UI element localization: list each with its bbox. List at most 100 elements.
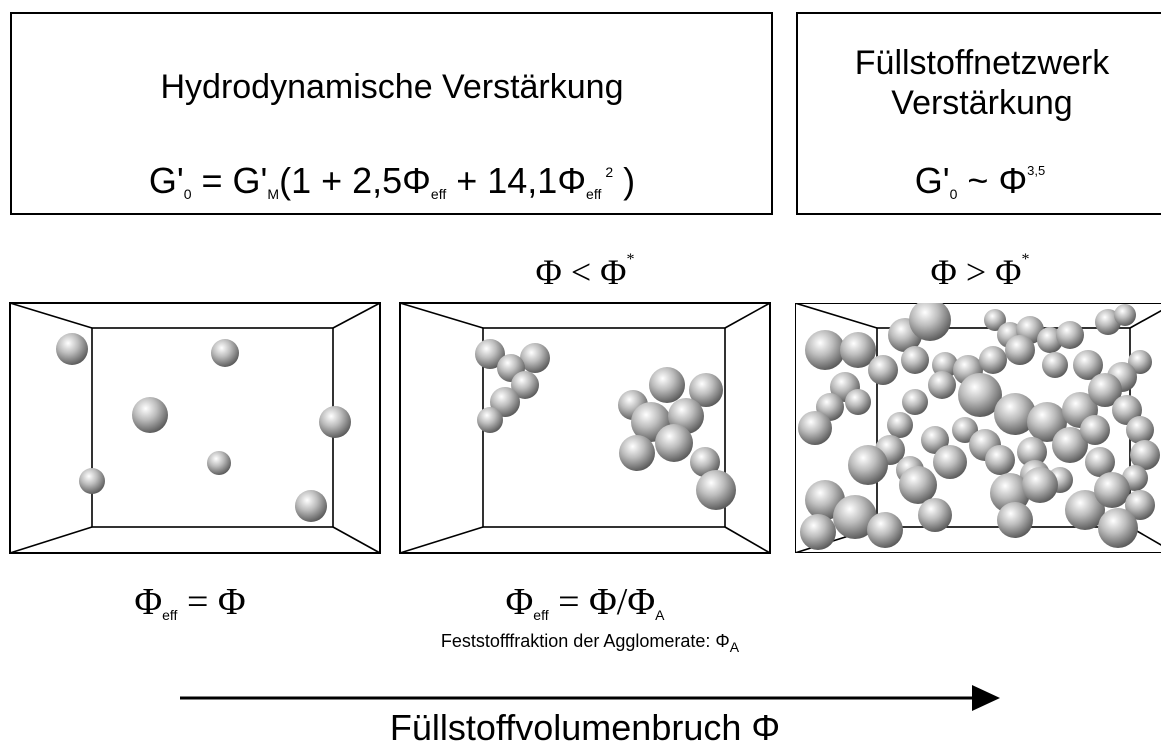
sphere xyxy=(655,424,693,462)
sphere xyxy=(994,393,1036,435)
condition-sup: * xyxy=(1021,251,1029,268)
sphere xyxy=(979,346,1007,374)
sphere xyxy=(1080,415,1110,445)
relation-part: Φ xyxy=(134,581,162,623)
panel-edge xyxy=(399,526,484,554)
panel xyxy=(399,302,771,554)
relation-part: Φ xyxy=(506,581,534,623)
panel-edge xyxy=(9,526,93,554)
sphere xyxy=(295,490,327,522)
note-sub: A xyxy=(730,639,740,655)
formula-sup: 2 xyxy=(605,164,613,180)
formula-sub: M xyxy=(267,186,279,202)
formula-part: + 14,1Φ xyxy=(446,160,586,201)
hydro-title: Hydrodynamische Verstärkung xyxy=(160,68,623,106)
sphere xyxy=(997,502,1033,538)
note: Feststofffraktion der Agglomerate: ΦA xyxy=(441,631,740,655)
panel-edge xyxy=(9,302,93,329)
formula-sub: 0 xyxy=(184,186,192,202)
sphere xyxy=(1114,304,1136,326)
network-title: Verstärkung xyxy=(891,84,1072,122)
condition-part: Φ > Φ xyxy=(931,252,1022,292)
sphere xyxy=(696,470,736,510)
sphere xyxy=(319,406,351,438)
sphere xyxy=(690,447,720,477)
sphere xyxy=(909,303,951,341)
sphere xyxy=(689,373,723,407)
network-box xyxy=(796,12,1161,215)
panel-edge xyxy=(724,526,771,554)
network-formula: G'0 ~ Φ3,5 xyxy=(915,160,1046,202)
sphere xyxy=(1065,490,1105,530)
sphere xyxy=(800,514,836,550)
panel xyxy=(9,302,381,554)
formula-sup: 3,5 xyxy=(1027,163,1045,178)
sphere xyxy=(1052,427,1088,463)
sphere xyxy=(56,333,88,365)
sphere xyxy=(1130,440,1160,470)
sphere xyxy=(918,498,952,532)
sphere xyxy=(833,495,877,539)
relation-part: = Φ/Φ xyxy=(549,581,656,623)
relation-sub: eff xyxy=(533,607,548,623)
sphere xyxy=(211,339,239,367)
formula-part: = G' xyxy=(192,160,268,201)
formula-sub: eff xyxy=(431,186,446,202)
panel-edge xyxy=(724,302,771,329)
sphere xyxy=(901,346,929,374)
relation-part: = Φ xyxy=(177,581,245,623)
sphere xyxy=(902,389,928,415)
sphere xyxy=(928,371,956,399)
sphere xyxy=(79,468,105,494)
panel-edge xyxy=(332,526,381,554)
sphere xyxy=(845,389,871,415)
formula-part: G' xyxy=(915,160,950,201)
sphere xyxy=(1126,416,1154,444)
hydro-box xyxy=(10,12,773,215)
sphere xyxy=(1088,373,1122,407)
sphere xyxy=(840,332,876,368)
sphere xyxy=(207,451,231,475)
condition-part: Φ < Φ xyxy=(536,252,627,292)
panel-frame xyxy=(399,302,771,554)
sphere xyxy=(1073,350,1103,380)
sphere xyxy=(1017,437,1047,467)
sphere xyxy=(868,355,898,385)
relation: Φeff = Φ xyxy=(134,581,245,623)
network-title: Füllstoffnetzwerk xyxy=(855,44,1110,82)
panel-edge xyxy=(1129,309,1161,329)
relation: Φeff = Φ/ΦA xyxy=(506,581,666,623)
relation-sub: A xyxy=(655,607,665,623)
sphere xyxy=(1098,508,1138,548)
formula-part: (1 + 2,5Φ xyxy=(279,160,431,201)
sphere xyxy=(798,411,832,445)
formula-sub: 0 xyxy=(950,186,958,202)
panel-edge xyxy=(332,302,381,329)
sphere xyxy=(958,373,1002,417)
arrow-head xyxy=(972,685,1000,711)
sphere xyxy=(1056,321,1084,349)
sphere xyxy=(985,445,1015,475)
sphere xyxy=(984,309,1006,331)
sphere xyxy=(477,407,503,433)
sphere xyxy=(1085,447,1115,477)
panel-frame xyxy=(9,302,381,554)
formula-part: G' xyxy=(149,160,184,201)
sphere xyxy=(132,397,168,433)
formula-part: ~ Φ xyxy=(957,160,1027,201)
condition-sup: * xyxy=(626,251,634,268)
sphere xyxy=(899,466,937,504)
axis-label: Füllstoffvolumenbruch Φ xyxy=(390,707,780,746)
sphere xyxy=(511,371,539,399)
condition: Φ > Φ* xyxy=(931,251,1030,292)
sphere xyxy=(619,435,655,471)
sphere xyxy=(867,512,903,548)
formula-sub: eff xyxy=(586,186,601,202)
sphere xyxy=(848,445,888,485)
sphere xyxy=(1022,467,1058,503)
note-part: Feststofffraktion der Agglomerate: Φ xyxy=(441,631,730,651)
sphere xyxy=(520,343,550,373)
sphere xyxy=(475,339,505,369)
relation-sub: eff xyxy=(162,607,177,623)
sphere xyxy=(1042,352,1068,378)
